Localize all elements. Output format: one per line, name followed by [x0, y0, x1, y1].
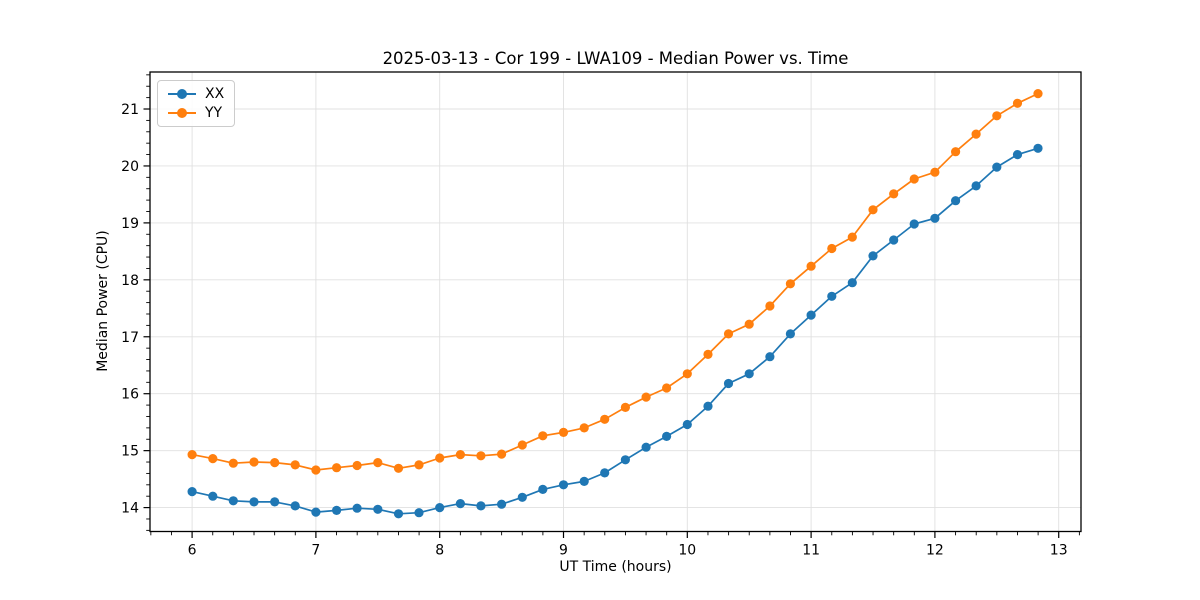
svg-text:18: 18 [121, 273, 139, 289]
svg-text:8: 8 [435, 543, 444, 559]
legend-item-yy: YY [166, 105, 224, 121]
svg-text:13: 13 [1050, 543, 1068, 559]
svg-text:6: 6 [188, 543, 197, 559]
svg-text:9: 9 [559, 543, 568, 559]
svg-text:15: 15 [121, 444, 139, 460]
y-axis-label: Median Power (CPU) [95, 230, 111, 372]
line-marker-icon [168, 108, 196, 118]
svg-text:19: 19 [121, 216, 139, 232]
chart-title: 2025-03-13 - Cor 199 - LWA109 - Median P… [382, 49, 849, 68]
svg-text:14: 14 [121, 501, 139, 517]
legend: XX YY [157, 80, 236, 127]
legend-label-xx: XX [205, 86, 225, 102]
svg-text:20: 20 [121, 159, 139, 175]
svg-text:12: 12 [926, 543, 944, 559]
svg-text:11: 11 [802, 543, 820, 559]
line-marker-icon [168, 89, 196, 99]
svg-text:16: 16 [121, 387, 139, 403]
svg-text:10: 10 [678, 543, 696, 559]
svg-text:17: 17 [121, 330, 139, 346]
legend-item-xx: XX [166, 86, 224, 102]
svg-text:21: 21 [121, 102, 139, 118]
svg-text:7: 7 [311, 543, 320, 559]
legend-label-yy: YY [205, 105, 223, 121]
x-axis-label: UT Time (hours) [559, 559, 672, 575]
